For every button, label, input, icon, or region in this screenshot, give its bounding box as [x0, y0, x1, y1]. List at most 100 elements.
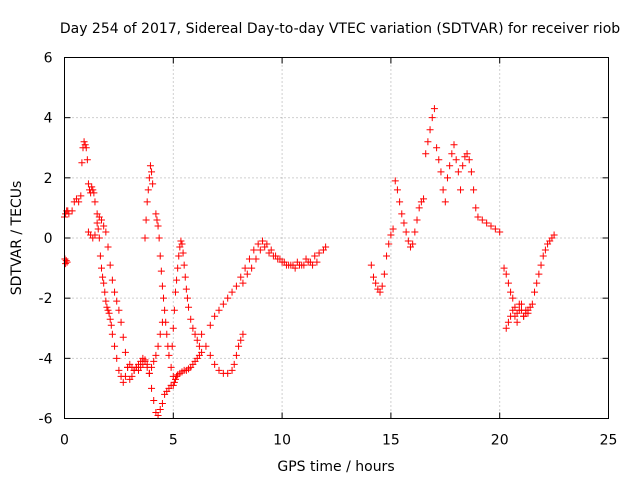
data-point [500, 264, 508, 272]
data-point [219, 300, 227, 308]
data-point [113, 297, 121, 305]
data-point [513, 318, 521, 326]
data-point [163, 330, 171, 338]
data-point [124, 363, 132, 371]
y-tick-label: 2 [44, 171, 53, 187]
data-point [443, 174, 451, 182]
data-point [254, 240, 262, 248]
data-point [261, 243, 269, 251]
data-point [274, 255, 282, 263]
data-point [128, 372, 136, 380]
data-point [309, 261, 317, 269]
data-point [193, 336, 201, 344]
data-point [415, 204, 423, 212]
data-point [99, 273, 107, 281]
data-point [380, 270, 388, 278]
x-axis-label: GPS time / hours [277, 459, 394, 475]
data-point [100, 222, 108, 230]
data-point [115, 306, 123, 314]
data-point [259, 237, 267, 245]
data-point [155, 234, 163, 242]
data-point [152, 210, 160, 218]
data-point [426, 126, 434, 134]
data-point [198, 330, 206, 338]
data-point [287, 261, 295, 269]
data-point [528, 300, 536, 308]
data-point [62, 260, 70, 268]
x-tick-label: 5 [169, 433, 178, 449]
data-point [121, 348, 129, 356]
data-point [243, 270, 251, 278]
data-point [169, 372, 177, 380]
data-point [513, 309, 521, 317]
data-point [378, 282, 386, 290]
data-point [106, 261, 114, 269]
data-point [404, 237, 412, 245]
data-point [511, 303, 519, 311]
data-point [158, 399, 166, 407]
data-point [101, 288, 109, 296]
y-tick-label: 4 [44, 111, 53, 127]
data-point [369, 273, 377, 281]
data-point [141, 357, 149, 365]
x-tick-label: 15 [382, 433, 400, 449]
data-point [483, 219, 491, 227]
data-point [178, 240, 186, 248]
data-point [113, 354, 121, 362]
data-point [121, 372, 129, 380]
data-point [169, 381, 177, 389]
data-point [152, 351, 160, 359]
data-point [161, 306, 169, 314]
data-point [111, 342, 119, 350]
series-riob-i [206, 237, 330, 329]
x-tick-label: 10 [273, 433, 291, 449]
data-point [228, 366, 236, 374]
data-point [435, 156, 443, 164]
data-point [504, 318, 512, 326]
data-point [182, 285, 190, 293]
data-point [162, 318, 170, 326]
data-point [191, 330, 199, 338]
data-point [77, 192, 85, 200]
data-point [179, 249, 187, 257]
data-point [502, 270, 510, 278]
data-point [491, 225, 499, 233]
data-point [517, 306, 525, 314]
data-point [158, 282, 166, 290]
x-tick-label: 25 [600, 433, 618, 449]
data-point [119, 378, 127, 386]
series-riob-n [502, 300, 532, 332]
data-point [202, 342, 210, 350]
data-point [143, 198, 151, 206]
data-point [81, 141, 89, 149]
data-point [245, 255, 253, 263]
data-point [189, 324, 197, 332]
x-tick-label: 0 [60, 433, 69, 449]
series-riob-m [500, 231, 558, 326]
data-point [248, 264, 256, 272]
data-point [424, 138, 432, 146]
data-point [187, 315, 195, 323]
data-point [183, 294, 191, 302]
data-point [84, 180, 92, 188]
data-point [103, 303, 111, 311]
y-tick-label: 6 [44, 51, 53, 67]
data-point [170, 306, 178, 314]
data-point [504, 279, 512, 287]
data-point [541, 246, 549, 254]
series-riob-e [141, 162, 157, 242]
data-point [91, 231, 99, 239]
chart-title: Day 254 of 2017, Sidereal Day-to-day VTE… [60, 21, 620, 37]
series-riob-k [367, 225, 397, 296]
data-point [385, 240, 393, 248]
data-point [250, 246, 258, 254]
data-point [153, 216, 161, 224]
data-point [97, 264, 105, 272]
series-riob-l [391, 105, 504, 251]
series-riob-j [239, 243, 321, 287]
data-point [180, 261, 188, 269]
data-point [211, 312, 219, 320]
data-point [291, 264, 299, 272]
data-point [413, 216, 421, 224]
data-point [89, 186, 97, 194]
